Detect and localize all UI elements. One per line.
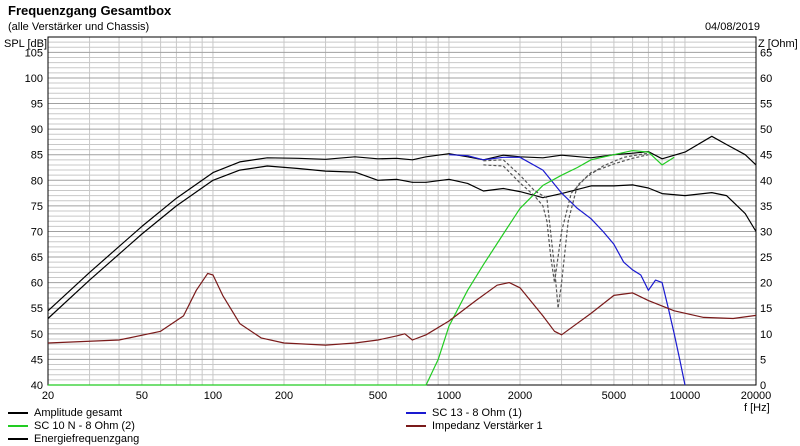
y2-tick-label: 35: [760, 201, 772, 213]
series-line-amplitude-gesamt: [47, 135, 757, 312]
y-tick-label: 50: [31, 329, 43, 341]
y2-tick-label: 55: [760, 99, 772, 111]
chart-date: 04/08/2019: [704, 21, 760, 33]
x-tick-label: 500: [369, 390, 387, 402]
y-tick-label: 70: [31, 226, 43, 238]
y-tick-label: 75: [31, 201, 43, 213]
legend-item-energie: Energiefrequenzgang: [8, 432, 139, 445]
y-tick-label: 40: [31, 380, 43, 392]
series-line-dashed-component-1: [483, 154, 649, 309]
series-line-sc-10-n-8-ohm-2-: [48, 150, 675, 386]
y2-tick-label: 40: [760, 175, 772, 187]
y-tick-label: 100: [25, 73, 43, 85]
legend-label: Energiefrequenzgang: [34, 432, 140, 445]
legend-label: SC 13 - 8 Ohm (1): [432, 406, 522, 419]
chart-subtitle: (alle Verstärker und Chassis): [8, 21, 150, 33]
legend-item-impedanz: Impedanz Verstärker 1: [406, 419, 543, 432]
x-tick-label: 1000: [437, 390, 461, 402]
legend-item-amplitude: Amplitude gesamt: [8, 406, 122, 419]
legend-swatch: [8, 424, 28, 427]
y-tick-label: 85: [31, 150, 43, 162]
legend-item-sc13: SC 13 - 8 Ohm (1): [406, 406, 522, 419]
y-axis-left-label: SPL [dB]: [4, 38, 48, 50]
y-tick-label: 95: [31, 99, 43, 111]
x-tick-label: 20: [42, 390, 54, 402]
y-tick-label: 105: [25, 47, 43, 59]
series-line-sc-13-8-ohm-1-: [448, 154, 686, 386]
chart-title: Frequenzgang Gesamtbox: [8, 3, 172, 18]
x-tick-label: 50: [136, 390, 148, 402]
x-tick-label: 5000: [602, 390, 626, 402]
y2-tick-label: 15: [760, 303, 772, 315]
x-axis-label: f [Hz]: [744, 402, 770, 414]
y-tick-label: 80: [31, 175, 43, 187]
series-line-dashed-component-2: [483, 152, 649, 284]
legend-item-sc10: SC 10 N - 8 Ohm (2): [8, 419, 135, 432]
series-line-energiefrequenzgang: [47, 165, 757, 319]
y2-tick-label: 65: [760, 47, 772, 59]
x-tick-label: 10000: [670, 390, 701, 402]
y-tick-label: 45: [31, 354, 43, 366]
y-tick-label: 60: [31, 278, 43, 290]
chart-legend: Amplitude gesamt SC 13 - 8 Ohm (1) SC 10…: [0, 405, 800, 446]
legend-swatch: [406, 424, 426, 427]
y-tick-label: 55: [31, 303, 43, 315]
legend-label: SC 10 N - 8 Ohm (2): [34, 419, 135, 432]
y-axis-right-label: Z [Ohm]: [758, 38, 798, 50]
x-tick-label: 100: [204, 390, 222, 402]
legend-swatch: [8, 411, 28, 414]
y2-tick-label: 30: [760, 226, 772, 238]
legend-label: Amplitude gesamt: [34, 406, 123, 419]
y2-tick-label: 0: [760, 380, 766, 392]
legend-swatch: [406, 411, 426, 414]
y-tick-label: 65: [31, 252, 43, 264]
legend-swatch: [8, 437, 28, 440]
x-tick-label: 20000: [741, 390, 772, 402]
y-tick-label: 90: [31, 124, 43, 136]
y2-tick-label: 45: [760, 150, 772, 162]
y2-tick-label: 25: [760, 252, 772, 264]
x-tick-label: 200: [275, 390, 293, 402]
y2-tick-label: 20: [760, 278, 772, 290]
y2-tick-label: 5: [760, 354, 766, 366]
x-tick-label: 2000: [508, 390, 532, 402]
y2-tick-label: 50: [760, 124, 772, 136]
y2-tick-label: 60: [760, 73, 772, 85]
y2-tick-label: 10: [760, 329, 772, 341]
legend-label: Impedanz Verstärker 1: [432, 419, 543, 432]
series-line-impedanz-verst-rker-1: [47, 272, 757, 346]
